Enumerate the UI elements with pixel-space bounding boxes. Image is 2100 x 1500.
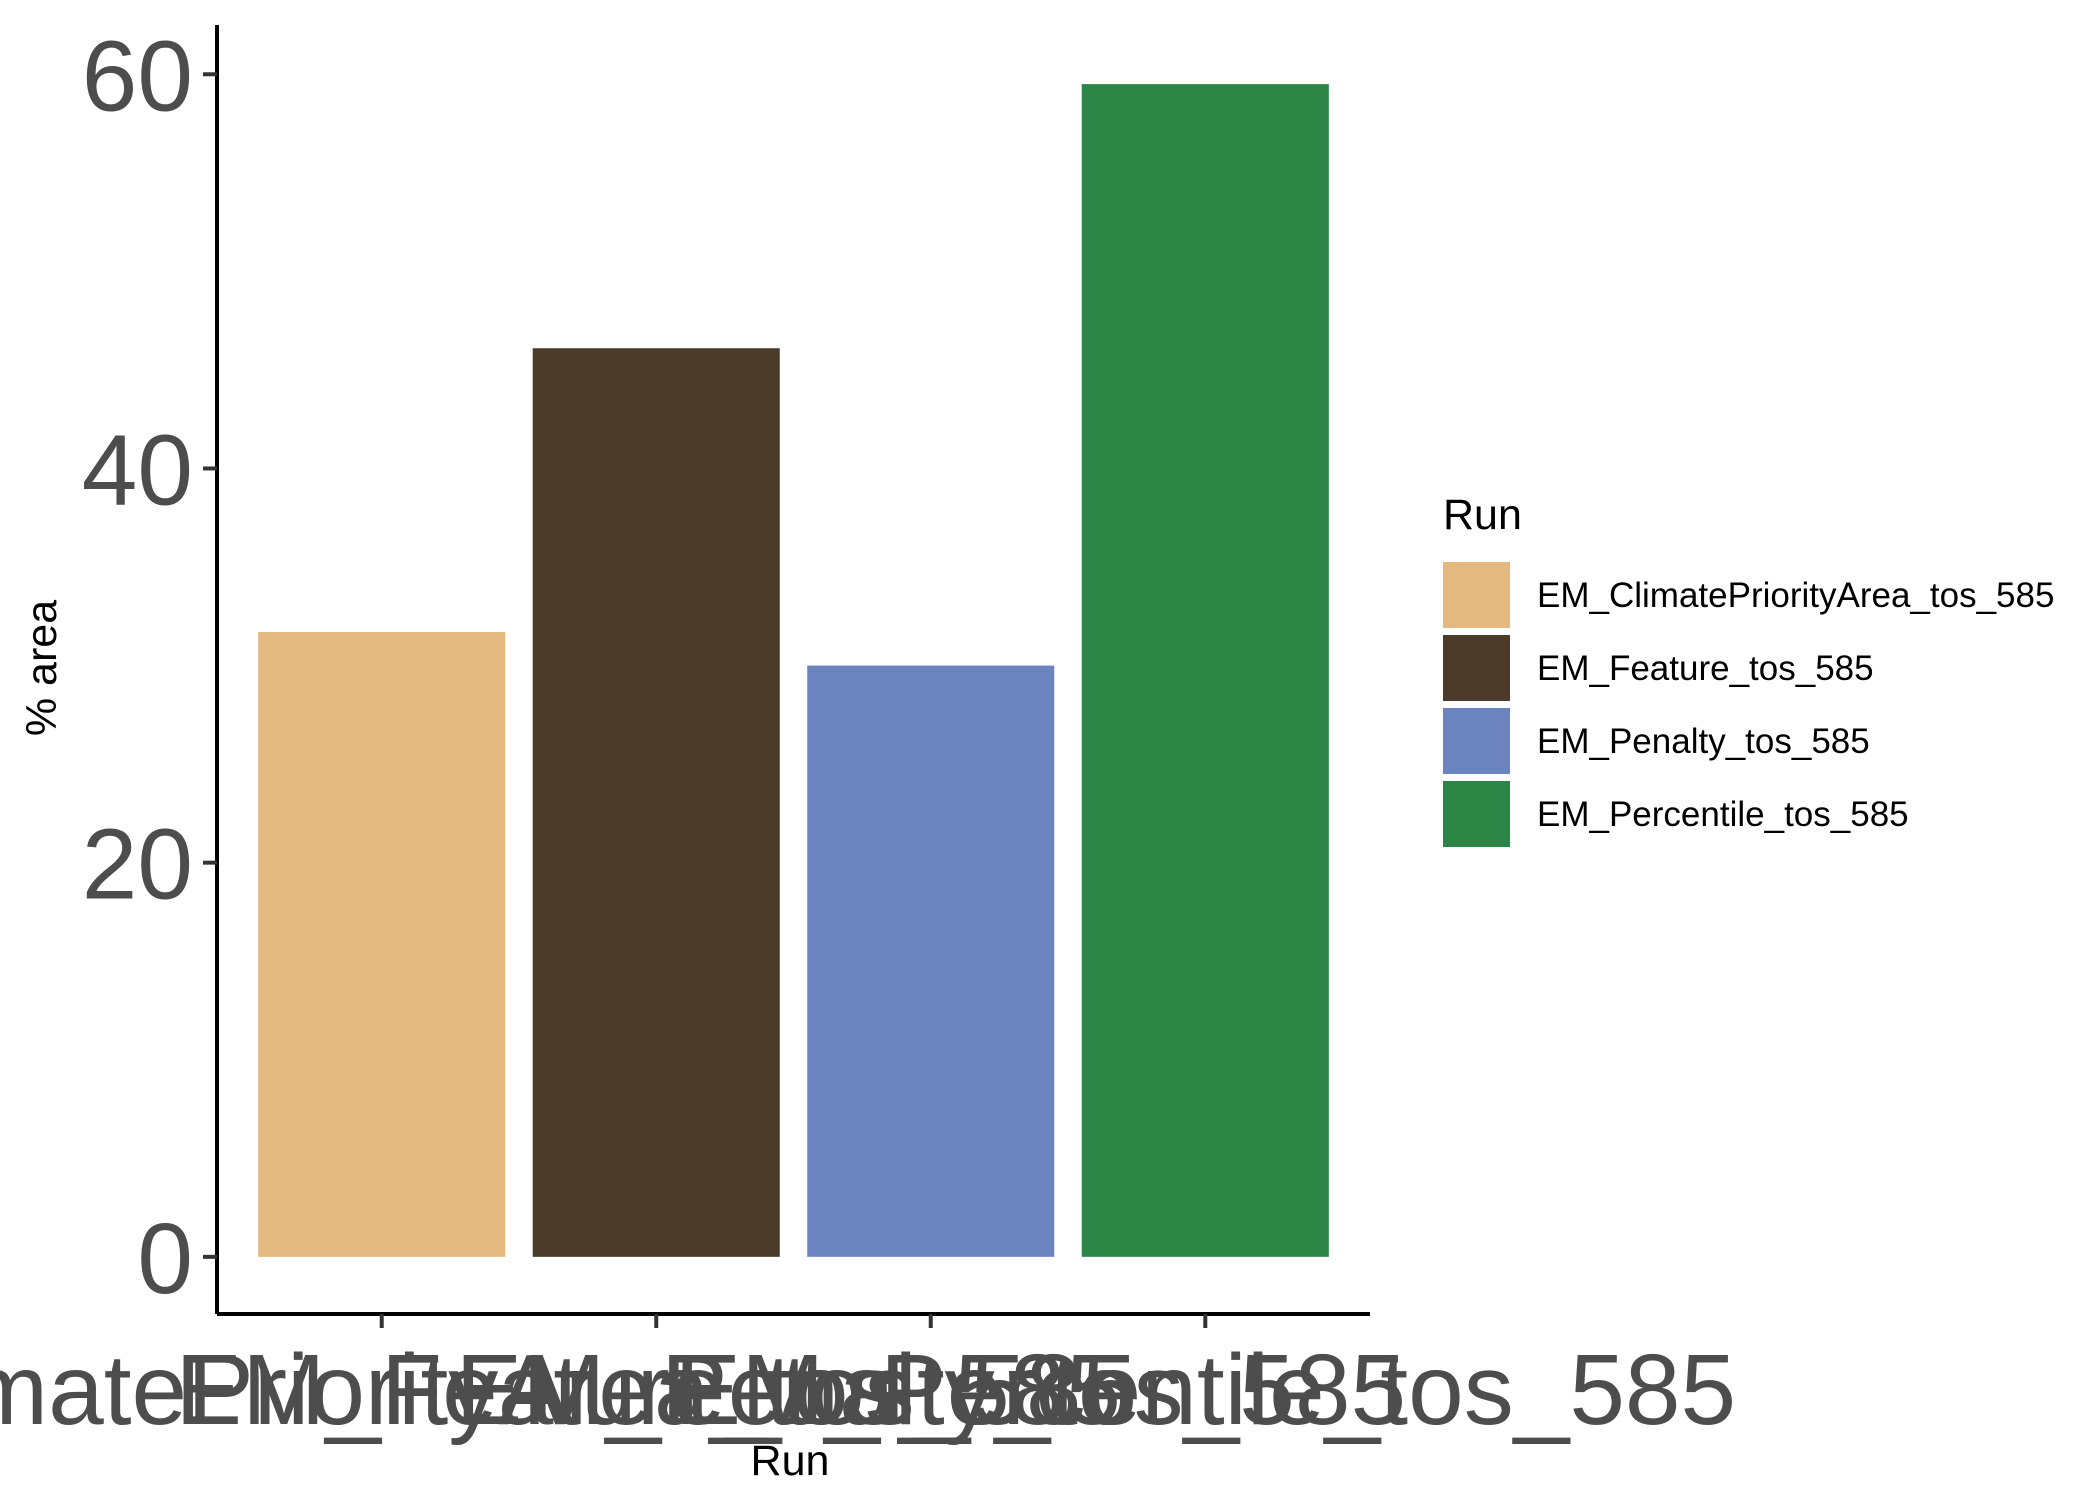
legend-title: Run bbox=[1443, 491, 1522, 539]
x-tick-label: EM_Feature_tos_585 bbox=[175, 1334, 1137, 1446]
y-tick-label: 60 bbox=[82, 20, 193, 132]
legend-label-2: EM_Feature_tos_585 bbox=[1537, 649, 1874, 688]
bar-3 bbox=[807, 665, 1055, 1257]
x-tick-label: EM_Percentile_tos_585 bbox=[674, 1334, 1736, 1446]
bar-4 bbox=[1081, 84, 1329, 1257]
x-axis-title: Run bbox=[751, 1437, 830, 1485]
y-tick-label: 20 bbox=[82, 809, 193, 921]
legend: Run EM_ClimatePriorityArea_tos_585 EM_Fea… bbox=[1443, 491, 2054, 847]
bar-1 bbox=[258, 632, 506, 1257]
legend-key-3 bbox=[1443, 708, 1510, 774]
x-axis: EM_ClimatePriorityArea_tos_585EM_Feature… bbox=[0, 1312, 1736, 1446]
bar-2 bbox=[532, 348, 780, 1257]
legend-key-1 bbox=[1443, 562, 1510, 628]
y-tick-label: 0 bbox=[137, 1203, 193, 1315]
x-tick-label: EM_Penalty_tos_585 bbox=[455, 1334, 1406, 1446]
y-axis-title: % area bbox=[18, 600, 66, 736]
y-axis: 0 20 40 60 bbox=[82, 20, 219, 1315]
y-tick-label: 40 bbox=[82, 414, 193, 526]
legend-label-1: EM_ClimatePriorityArea_tos_585 bbox=[1537, 576, 2054, 615]
legend-label-4: EM_Percentile_tos_585 bbox=[1537, 795, 1909, 834]
legend-key-2 bbox=[1443, 635, 1510, 701]
legend-label-3: EM_Penalty_tos_585 bbox=[1537, 722, 1870, 761]
legend-key-4 bbox=[1443, 781, 1510, 847]
x-tick-label: EM_ClimatePriorityArea_tos_585 bbox=[0, 1334, 1121, 1446]
bars bbox=[258, 84, 1329, 1257]
